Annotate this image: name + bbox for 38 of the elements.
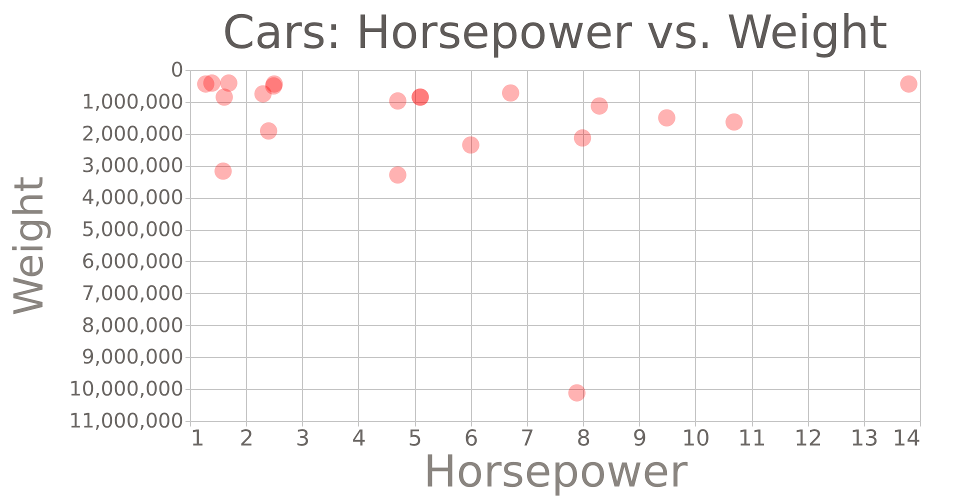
point	[590, 97, 608, 115]
point	[658, 109, 676, 127]
x-tick-label: 12	[794, 426, 822, 452]
y-tick-label: 3,000,000	[82, 153, 184, 178]
point	[260, 122, 278, 140]
point	[216, 88, 233, 106]
y-tick-label: 7,000,000	[82, 280, 184, 305]
x-tick-label: 1	[190, 426, 204, 452]
x-tick-label: 14	[892, 426, 920, 452]
y-tick-label: 10,000,000	[68, 376, 184, 401]
point	[389, 166, 406, 184]
y-tick-label: 6,000,000	[82, 248, 184, 273]
point	[900, 75, 918, 93]
y-tick-label: 5,000,000	[82, 217, 184, 242]
y-tick-label: 0	[170, 58, 184, 82]
point	[568, 384, 586, 402]
x-tick-label: 11	[738, 426, 766, 452]
point	[725, 113, 743, 131]
y-tick-label: 4,000,000	[82, 185, 184, 210]
point	[220, 74, 238, 92]
point	[574, 129, 592, 147]
y-tick-label: 11,000,000	[68, 408, 184, 432]
chart-title: Cars: Horsepower vs. Weight	[222, 5, 888, 59]
y-tick-label: 9,000,000	[82, 344, 184, 369]
point	[203, 74, 221, 92]
x-tick-label: 2	[240, 426, 254, 452]
x-tick-label: 5	[408, 426, 422, 452]
x-tick-label: 13	[850, 426, 878, 452]
point	[389, 92, 406, 110]
point	[462, 136, 480, 154]
point	[214, 162, 232, 180]
y-tick-label: 1,000,000	[82, 89, 184, 114]
x-tick-label: 3	[296, 426, 310, 452]
y-tick-label: 8,000,000	[82, 312, 184, 337]
y-tick-label: 2,000,000	[82, 121, 184, 146]
x-tick-label: 4	[352, 426, 366, 452]
y-axis-title: Weight	[6, 176, 52, 316]
point	[502, 84, 520, 102]
